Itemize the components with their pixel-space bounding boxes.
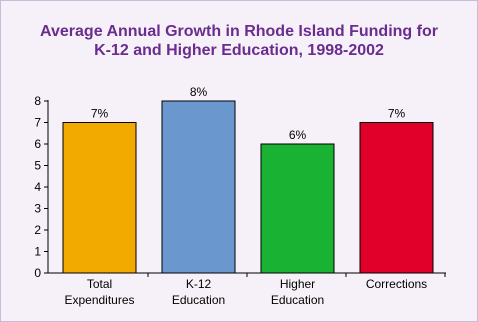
y-tick-label: 2	[34, 223, 41, 237]
bar-value-label: 6%	[289, 128, 307, 142]
bar-value-label: 7%	[91, 107, 109, 121]
bar	[161, 100, 236, 274]
x-tick-label: Higher	[280, 277, 315, 291]
y-tick-label: 7	[34, 116, 41, 130]
y-tick-label: 8	[34, 94, 41, 108]
y-tick-label: 4	[34, 180, 41, 194]
chart-title-line-2: K-12 and Higher Education, 1998-2002	[94, 42, 384, 59]
bar	[260, 143, 335, 274]
bar	[62, 122, 137, 274]
y-tick-label: 3	[34, 202, 41, 216]
x-tick-label: K-12	[186, 277, 212, 291]
bar-value-label: 8%	[190, 85, 208, 99]
chart-title: Average Annual Growth in Rhode Island Fu…	[0, 22, 478, 60]
x-tick-label: Education	[172, 293, 225, 307]
x-tick-label: Corrections	[366, 277, 427, 291]
x-tick-label: Total	[87, 277, 112, 291]
chart-title-line-1: Average Annual Growth in Rhode Island Fu…	[40, 23, 438, 40]
y-tick-label: 1	[34, 245, 41, 259]
y-tick-label: 0	[34, 266, 41, 280]
bar	[359, 122, 434, 274]
bar-value-label: 7%	[388, 107, 406, 121]
y-tick-label: 5	[34, 159, 41, 173]
x-tick-label: Expenditures	[64, 293, 134, 307]
y-tick-label: 6	[34, 137, 41, 151]
x-tick-label: Education	[271, 293, 324, 307]
